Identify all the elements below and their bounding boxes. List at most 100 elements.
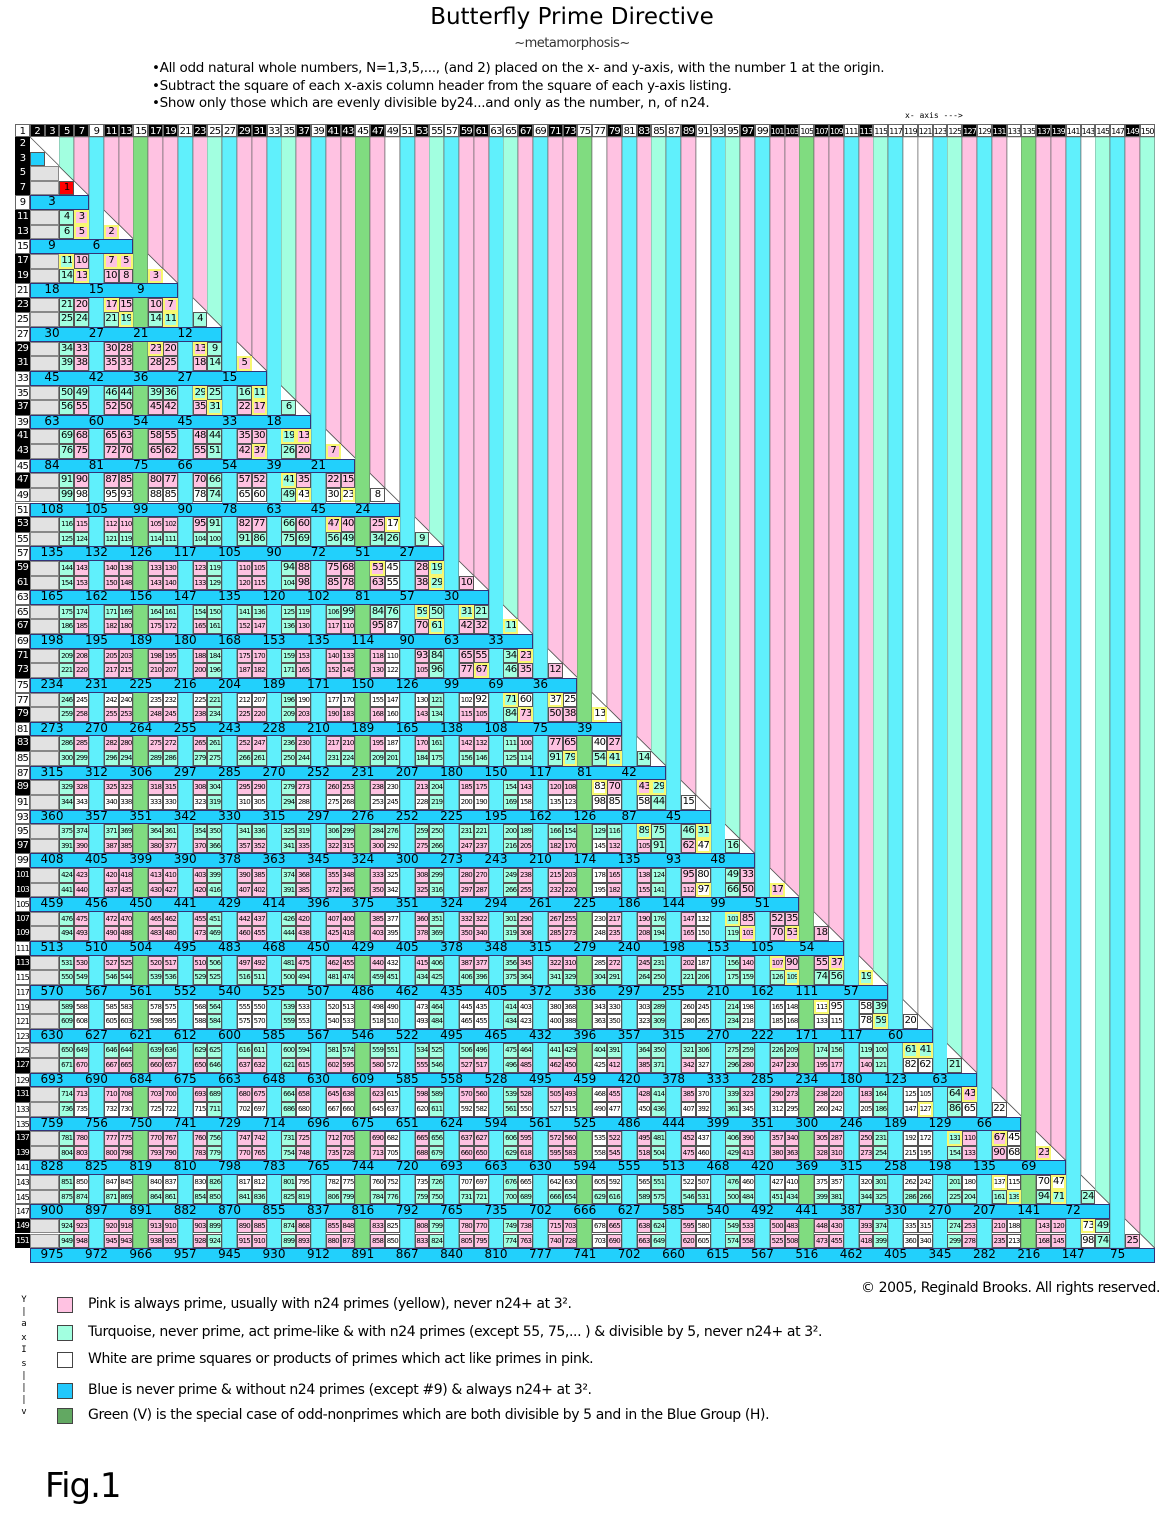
n24-cell: 180 <box>118 619 134 635</box>
n24-cell: 935 <box>163 1233 178 1249</box>
n24-cell: 442 <box>237 911 252 927</box>
n24-cell: 30 <box>103 341 119 357</box>
n24-cell: 247 <box>769 1058 785 1073</box>
n24-cell: 288 <box>296 794 311 810</box>
n24-cell: 166 <box>547 824 563 839</box>
n24-cell: 121 <box>873 1058 889 1073</box>
column-band-blue <box>932 137 948 1249</box>
y-axis-letter: a <box>21 1319 27 1329</box>
n24-cell: 114 <box>148 531 163 547</box>
n24-cell: 705 <box>385 1145 400 1161</box>
n24-cell: 111 <box>503 736 519 752</box>
column-band-turquoise <box>725 137 741 839</box>
n24-cell: 253 <box>370 794 385 810</box>
n24-cell: 140 <box>103 560 119 576</box>
n24-cell: 732 <box>103 1101 119 1117</box>
blue-row-value: 243 <box>484 852 508 867</box>
n24-cell: 30 <box>325 487 341 503</box>
n24-cell: 475 <box>503 1043 519 1059</box>
n24-cell: 414 <box>651 1087 667 1102</box>
blue-row-value: 651 <box>395 1115 419 1130</box>
n24-cell: 16 <box>237 385 252 401</box>
column-band-pink <box>829 137 844 942</box>
blue-row-value: 72 <box>310 545 327 560</box>
y-axis-label: 119 <box>15 999 30 1015</box>
n24-cell: 345 <box>518 955 533 971</box>
n24-cell: 56 <box>829 970 844 985</box>
n24-cell: 192 <box>903 1131 918 1146</box>
n24-cell: 64 <box>947 1087 963 1102</box>
n24-cell: 345 <box>740 1101 755 1117</box>
blue-row-value: 90 <box>177 501 193 516</box>
x-axis-header: 29 <box>237 124 252 137</box>
x-axis-header: 51 <box>399 124 415 137</box>
n24-cell: 749 <box>503 1218 519 1234</box>
n24-cell: 82 <box>903 1058 918 1073</box>
n24-cell: 280 <box>459 868 474 883</box>
y-axis-label: 59 <box>15 560 30 576</box>
n24-cell: 665 <box>414 1131 430 1146</box>
blue-row-value: 432 <box>528 1027 552 1042</box>
n24-cell: 830 <box>192 1175 208 1190</box>
n24-cell: 115 <box>251 575 267 591</box>
n24-cell: 437 <box>251 911 267 927</box>
n24-cell: 247 <box>459 838 474 854</box>
n24-cell: 464 <box>429 999 445 1015</box>
n24-cell: 354 <box>192 824 208 839</box>
y-axis-label: 151 <box>15 1233 30 1249</box>
x-axis-header: 77 <box>592 124 607 137</box>
n24-cell: 493 <box>562 1087 578 1102</box>
blue-row-value: 150 <box>484 764 508 779</box>
bottom-row-value: 516 <box>795 1247 819 1262</box>
n24-cell: 65 <box>148 444 163 459</box>
blue-row-value: 225 <box>440 808 464 823</box>
n24-cell: 250 <box>858 1131 874 1146</box>
n24-cell: 224 <box>340 751 356 766</box>
n24-cell: 119 <box>296 604 311 620</box>
n24-cell: 57 <box>237 473 252 488</box>
n24-cell: 148 <box>784 999 800 1015</box>
n24-cell: 833 <box>414 1233 430 1249</box>
n24-cell: 25 <box>207 385 223 401</box>
n24-cell: 416 <box>207 882 223 898</box>
gray-block <box>29 926 60 942</box>
n24-cell: 27 <box>607 736 622 752</box>
n24-cell: 374 <box>873 1218 889 1234</box>
n24-cell: 649 <box>74 1043 89 1059</box>
n24-cell: 262 <box>903 1175 918 1190</box>
n24-cell: 400 <box>340 911 356 927</box>
blue-row-value: 429 <box>218 896 242 911</box>
y-axis-label: 117 <box>15 984 30 1000</box>
blue-row-value: 729 <box>218 1115 242 1130</box>
n24-cell: 310 <box>562 955 578 971</box>
n24-cell: 18 <box>192 356 208 371</box>
blue-row-value: 435 <box>440 983 464 998</box>
n24-cell: 171 <box>281 663 297 678</box>
column-band-pink <box>1125 137 1140 1234</box>
y-axis-label: 135 <box>15 1116 30 1132</box>
blue-row-value: 600 <box>218 1027 242 1042</box>
y-axis-label: 127 <box>15 1058 30 1073</box>
n24-cell: 91 <box>547 751 563 766</box>
n24-cell: 272 <box>163 736 178 752</box>
column-band-blue <box>977 137 992 1249</box>
n24-cell: 245 <box>695 999 711 1015</box>
n24-cell: 341 <box>547 970 563 985</box>
blue-row-value: 624 <box>440 1115 464 1130</box>
blue-row-value: 63 <box>266 501 282 516</box>
blue-row-value: 450 <box>129 896 153 911</box>
gray-block <box>29 400 60 415</box>
n24-cell: 496 <box>473 1043 489 1059</box>
blue-row-value: 297 <box>617 983 641 998</box>
n24-cell: 680 <box>237 1087 252 1102</box>
page-subtitle: ~metamorphosis~ <box>514 36 630 51</box>
blue-row-value: 102 <box>306 589 330 604</box>
n24-cell: 42 <box>237 444 252 459</box>
n24-cell: 110 <box>340 619 356 635</box>
x-axis-header: 41 <box>325 124 341 137</box>
n24-cell: 305 <box>251 794 267 810</box>
blue-row-value: 663 <box>218 1071 242 1086</box>
legend-swatch-pink <box>57 1297 73 1313</box>
n24-cell: 28 <box>118 341 134 357</box>
legend-swatch-white <box>57 1352 73 1368</box>
